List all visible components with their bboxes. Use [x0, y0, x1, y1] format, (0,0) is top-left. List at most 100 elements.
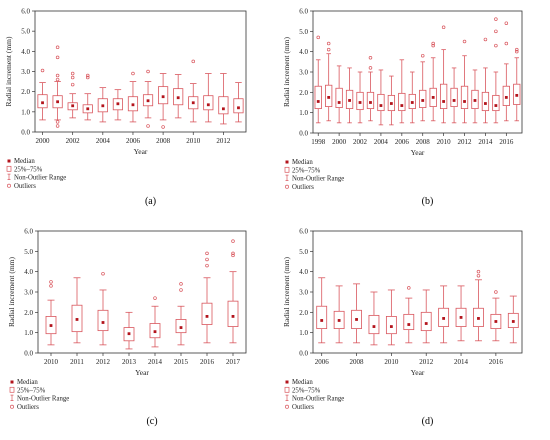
- x-tick-label: 2008: [156, 137, 171, 145]
- outlier-point: [85, 73, 90, 78]
- iqr-box: [377, 93, 385, 112]
- iqr-box: [314, 85, 322, 109]
- outlier-point: [231, 251, 235, 256]
- x-axis-label: Year: [411, 368, 425, 377]
- plot-area: [37, 230, 247, 354]
- panel-label: (c): [146, 416, 157, 427]
- median-marker: [372, 325, 376, 328]
- iqr-box: [460, 85, 469, 109]
- legend-median-label: Median: [292, 159, 313, 166]
- legend-range-label: Non-Outlier Range: [292, 176, 344, 183]
- median-marker: [379, 104, 383, 107]
- box-2009: [173, 74, 184, 119]
- legend-outliers-label: Outliers: [292, 404, 314, 411]
- box-1999: [325, 41, 333, 122]
- x-tick-label: 2008: [350, 358, 365, 366]
- x-tick-label: 2010: [44, 358, 59, 366]
- box-2011: [450, 67, 458, 124]
- box-2001: [345, 67, 354, 124]
- outlier-point: [504, 21, 509, 25]
- x-tick-label: 2006: [395, 138, 410, 146]
- legend-median-swatch: [285, 160, 289, 164]
- median-marker: [484, 102, 487, 105]
- median-marker: [494, 104, 498, 107]
- panel-c: 0.0 1.0 2.0 3.0 4.0 5.0 6.0 2010 2011 2012 2013 201…: [7, 228, 247, 427]
- x-tick-label: 2008: [416, 138, 431, 146]
- box-2012: [218, 73, 229, 125]
- legend-range-label: Non-Outlier Range: [14, 175, 66, 182]
- median-marker: [320, 319, 324, 322]
- x-tick-label: 2014: [148, 358, 163, 366]
- iqr-box: [227, 300, 239, 327]
- outlier-point: [231, 253, 235, 258]
- panel-b: 0.0 1.0 2.0 3.0 4.0 5.0 6.0 1998 2000 2002 2004 200…: [282, 8, 523, 207]
- outlier-point: [49, 280, 53, 284]
- box-2015: [492, 17, 500, 124]
- box-2017: [507, 295, 519, 344]
- median-marker: [431, 96, 435, 99]
- outlier-point: [146, 124, 150, 128]
- outlier-point: [179, 288, 183, 292]
- x-axis-label: Year: [135, 368, 149, 377]
- outlier-point: [101, 271, 105, 276]
- x-tick-label: 2002: [353, 138, 368, 146]
- y-tick-label: 1.0: [21, 108, 30, 116]
- median-marker: [179, 326, 183, 329]
- median-marker: [421, 99, 425, 102]
- legend-outliers-label: Outliers: [14, 183, 36, 190]
- x-tick-label: 2006: [315, 358, 330, 366]
- outlier-point: [205, 257, 209, 262]
- iqr-box: [439, 83, 448, 109]
- box-2005: [387, 75, 396, 126]
- median-marker: [473, 99, 477, 102]
- median-marker: [49, 324, 53, 327]
- x-axis-label: Year: [134, 147, 148, 156]
- iqr-box: [450, 87, 458, 107]
- y-tick-label: 2.0: [21, 88, 30, 96]
- box-2004: [377, 69, 385, 126]
- y-tick-label: 3.0: [299, 289, 308, 297]
- iqr-box: [492, 94, 500, 112]
- legend-median-swatch: [10, 380, 14, 384]
- median-marker: [205, 315, 209, 318]
- box-2013: [438, 285, 450, 344]
- plot-area: [312, 10, 523, 134]
- plot-area: [312, 230, 523, 354]
- box-2011: [403, 286, 415, 344]
- x-tick-label: 2012: [458, 138, 473, 146]
- median-marker: [504, 96, 508, 99]
- y-axis-label: Radial increment (mm): [282, 257, 291, 327]
- outlier-point: [55, 73, 60, 78]
- box-2002: [356, 71, 364, 124]
- iqr-box: [37, 94, 48, 109]
- legend-range-label: Non-Outlier Range: [17, 396, 69, 403]
- outlier-point: [368, 56, 373, 60]
- legend-outliers-swatch: [10, 404, 14, 409]
- legend-iqr-label: 25%–75%: [14, 166, 43, 173]
- outlier-point: [420, 53, 425, 58]
- box-2010: [385, 289, 397, 346]
- median-marker: [316, 100, 320, 103]
- box-2007: [333, 285, 345, 344]
- iqr-box: [403, 313, 415, 331]
- y-axis-label: Radial increment (mm): [7, 257, 16, 327]
- y-tick-label: 4.0: [21, 48, 30, 56]
- legend-median-label: Median: [14, 158, 35, 165]
- x-tick-label: 2010: [384, 358, 399, 366]
- box-2009: [368, 291, 380, 346]
- box-2006: [398, 59, 406, 124]
- y-tick-label: 3.0: [299, 69, 308, 77]
- median-marker: [369, 101, 372, 104]
- x-tick-label: 2000: [36, 137, 51, 145]
- box-2010: [45, 280, 57, 346]
- iqr-box: [233, 98, 244, 114]
- legend-median-label: Median: [17, 379, 38, 386]
- median-marker: [191, 101, 195, 105]
- outlier-point: [153, 296, 157, 300]
- median-marker: [161, 95, 165, 99]
- legend-iqr-swatch: [6, 165, 12, 172]
- outlier-point: [504, 41, 509, 46]
- y-tick-label: 1.0: [24, 329, 33, 337]
